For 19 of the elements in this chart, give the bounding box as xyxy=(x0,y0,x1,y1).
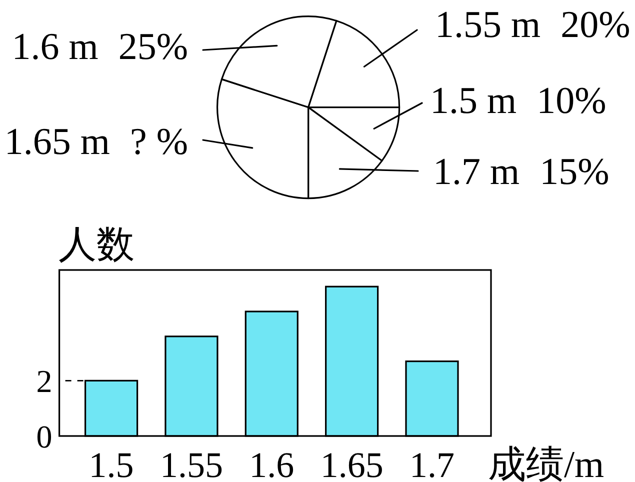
x-tick-label: 1.6 xyxy=(249,445,294,482)
slice-label: 1.5 m xyxy=(430,80,517,122)
slice-label: 1.55 m xyxy=(435,4,541,46)
x-tick-label: 1.65 xyxy=(320,445,384,482)
y-tick-label: 0 xyxy=(36,418,52,454)
slice-label: 1.6 m xyxy=(12,26,98,68)
data-label: 20% xyxy=(560,4,630,46)
x-tick-label: 1.5 xyxy=(88,445,134,482)
y-tick-label: 2 xyxy=(36,363,52,400)
x-tick-label: 1.55 xyxy=(160,445,223,482)
data-label: ? % xyxy=(130,121,188,163)
data-label: 25% xyxy=(118,26,188,68)
x-axis-title: 成绩/m xyxy=(488,444,604,482)
y-axis-title: 人数 xyxy=(58,224,134,266)
slice-label: 1.7 m xyxy=(433,151,520,193)
data-label: 15% xyxy=(540,151,610,193)
slice-label: 1.65 m xyxy=(4,121,110,163)
x-tick-label: 1.7 xyxy=(410,445,454,482)
data-label: 10% xyxy=(536,80,606,122)
